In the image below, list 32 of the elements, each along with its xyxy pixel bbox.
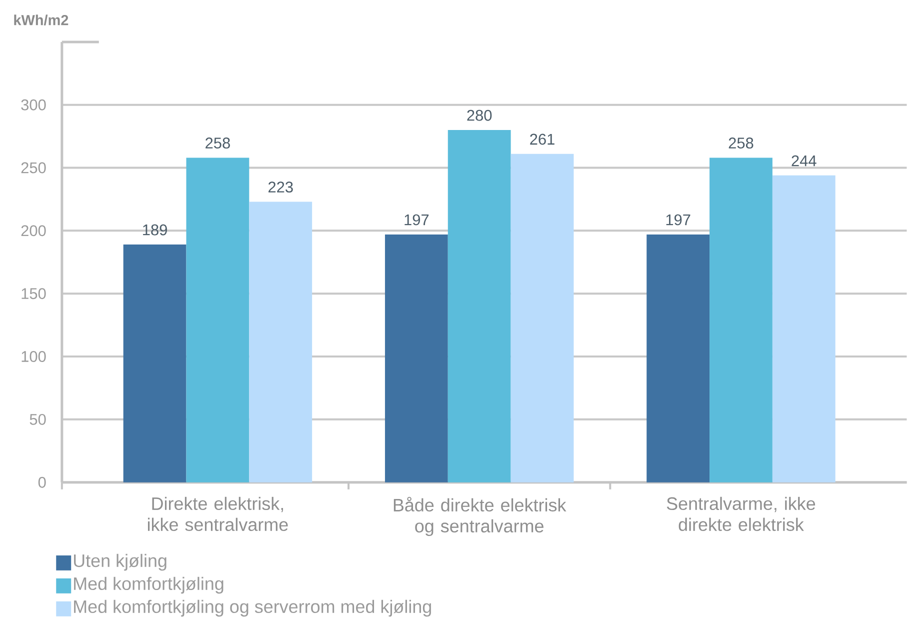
x-tick-label: Sentralvarme, ikke direkte elektrisk [666, 496, 816, 531]
y-tick-label: 200 [21, 225, 46, 236]
y-tick-label: 50 [30, 414, 46, 425]
y-tick-label: 150 [22, 288, 46, 299]
data-label: 223 [268, 181, 293, 192]
bar [772, 175, 836, 482]
data-label: 258 [206, 137, 230, 148]
data-label: 189 [143, 224, 167, 236]
legend-label: Med komfortkjøling [74, 576, 224, 594]
bar [510, 154, 574, 482]
data-label: 280 [467, 110, 492, 121]
data-label: 258 [728, 137, 754, 148]
bar [123, 244, 186, 482]
legend-label: Med komfortkjøling og serverrom med kjøling [74, 600, 431, 616]
bar [448, 130, 511, 482]
bar [384, 234, 448, 482]
data-label: 197 [666, 214, 690, 226]
bar [710, 158, 772, 482]
bar [249, 202, 312, 482]
bar [186, 158, 250, 482]
y-tick-label: 300 [21, 99, 46, 110]
data-label: 244 [792, 155, 816, 166]
x-tick-label: Både direkte elektrisk og sentralvarme [394, 496, 566, 536]
y-axis-title: kWh/m2 [14, 14, 68, 26]
legend-label: Uten kjøling [74, 554, 166, 570]
x-tick-label: Direkte elektrisk, ikke sentralvarme [148, 496, 288, 531]
data-label: 197 [404, 214, 429, 226]
y-tick-label: 100 [22, 350, 46, 362]
data-label: 261 [530, 134, 554, 145]
y-tick-label: 250 [21, 162, 46, 174]
y-tick-label: 0 [38, 476, 46, 488]
bar [646, 234, 710, 482]
